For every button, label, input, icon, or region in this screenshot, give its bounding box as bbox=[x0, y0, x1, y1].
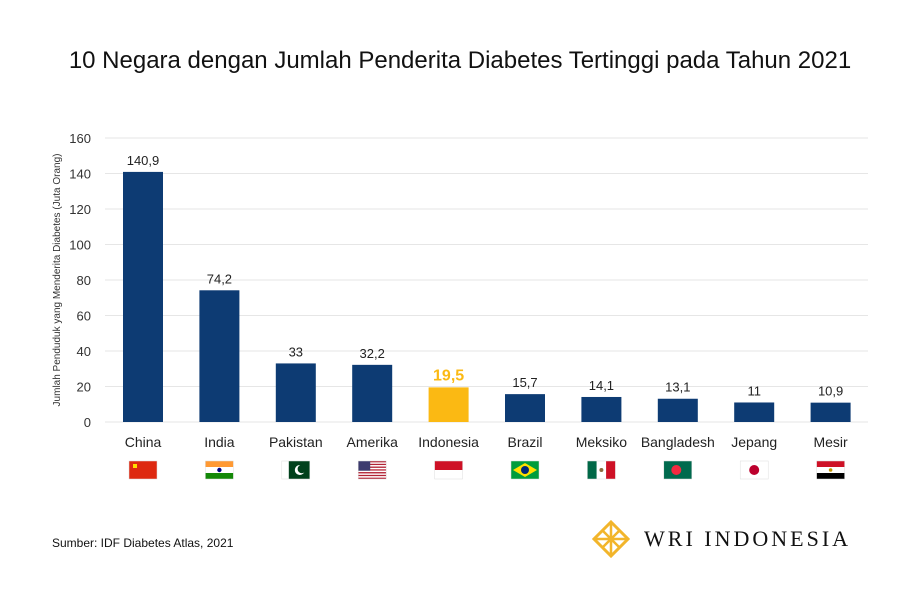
bar-india bbox=[199, 290, 240, 422]
bar-indonesia bbox=[428, 387, 469, 422]
chart-title: 10 Negara dengan Jumlah Penderita Diabet… bbox=[68, 47, 852, 74]
y-tick-label: 160 bbox=[69, 131, 91, 146]
x-tick-label: Jepang bbox=[731, 434, 777, 450]
x-tick-label: China bbox=[125, 434, 162, 450]
data-label: 11 bbox=[747, 383, 761, 398]
y-tick-label: 40 bbox=[77, 344, 91, 359]
wri-logo: WRI INDONESIA bbox=[592, 520, 851, 558]
source-note: Sumber: IDF Diabetes Atlas, 2021 bbox=[52, 536, 234, 550]
bar-bangladesh bbox=[657, 398, 698, 422]
bar-china bbox=[123, 171, 163, 422]
x-tick-label: India bbox=[204, 434, 235, 450]
x-tick-label: Amerika bbox=[347, 434, 399, 450]
x-tick-label: Meksiko bbox=[576, 434, 628, 450]
data-label: 33 bbox=[289, 344, 303, 359]
data-label: 14,1 bbox=[589, 378, 614, 393]
bar-pakistan bbox=[275, 363, 316, 422]
y-tick-label: 0 bbox=[84, 415, 91, 430]
y-tick-label: 100 bbox=[69, 238, 91, 253]
x-tick-label: Mesir bbox=[813, 434, 848, 450]
x-tick-label: Pakistan bbox=[269, 434, 323, 450]
logo-text: WRI INDONESIA bbox=[644, 526, 852, 551]
wri-logo-icon bbox=[592, 520, 630, 558]
bar-amerika bbox=[352, 364, 393, 422]
data-label: 15,7 bbox=[512, 375, 537, 390]
data-label: 13,1 bbox=[665, 380, 690, 395]
china-flag-icon bbox=[128, 460, 158, 480]
y-axis-label: Jumlah Penduduk yang Menderita Diabetes … bbox=[52, 154, 63, 407]
bangladesh-flag-icon bbox=[663, 460, 693, 480]
bar-meksiko bbox=[581, 396, 622, 422]
japan-flag-icon bbox=[739, 460, 769, 480]
y-tick-label: 120 bbox=[69, 202, 91, 217]
data-label: 140,9 bbox=[127, 153, 160, 168]
data-label: 74,2 bbox=[207, 271, 232, 286]
bar-brazil bbox=[505, 394, 545, 422]
data-label: 32,2 bbox=[360, 346, 385, 361]
y-tick-label: 80 bbox=[77, 273, 91, 288]
y-tick-label: 60 bbox=[77, 309, 91, 324]
data-label: 19,5 bbox=[433, 367, 464, 384]
data-label: 10,9 bbox=[818, 384, 843, 399]
usa-flag-icon bbox=[357, 460, 387, 480]
egypt-flag-icon bbox=[816, 460, 845, 480]
bar-mesir bbox=[810, 402, 851, 422]
bar-jepang bbox=[734, 402, 775, 422]
brazil-flag-icon bbox=[510, 460, 540, 480]
y-tick-label: 140 bbox=[69, 167, 91, 182]
x-tick-label: Bangladesh bbox=[641, 434, 715, 450]
x-tick-label: Indonesia bbox=[418, 434, 479, 450]
indonesia-flag-icon bbox=[434, 460, 463, 480]
india-flag-icon bbox=[205, 460, 234, 480]
bar-chart: 0 20 40 60 80 100 120 140 160 Jumlah Penduduk yan… bbox=[52, 131, 868, 480]
x-tick-label: Brazil bbox=[507, 434, 542, 450]
mexico-flag-icon bbox=[587, 460, 616, 480]
pakistan-flag-icon bbox=[281, 460, 311, 480]
y-tick-label: 20 bbox=[77, 380, 91, 395]
